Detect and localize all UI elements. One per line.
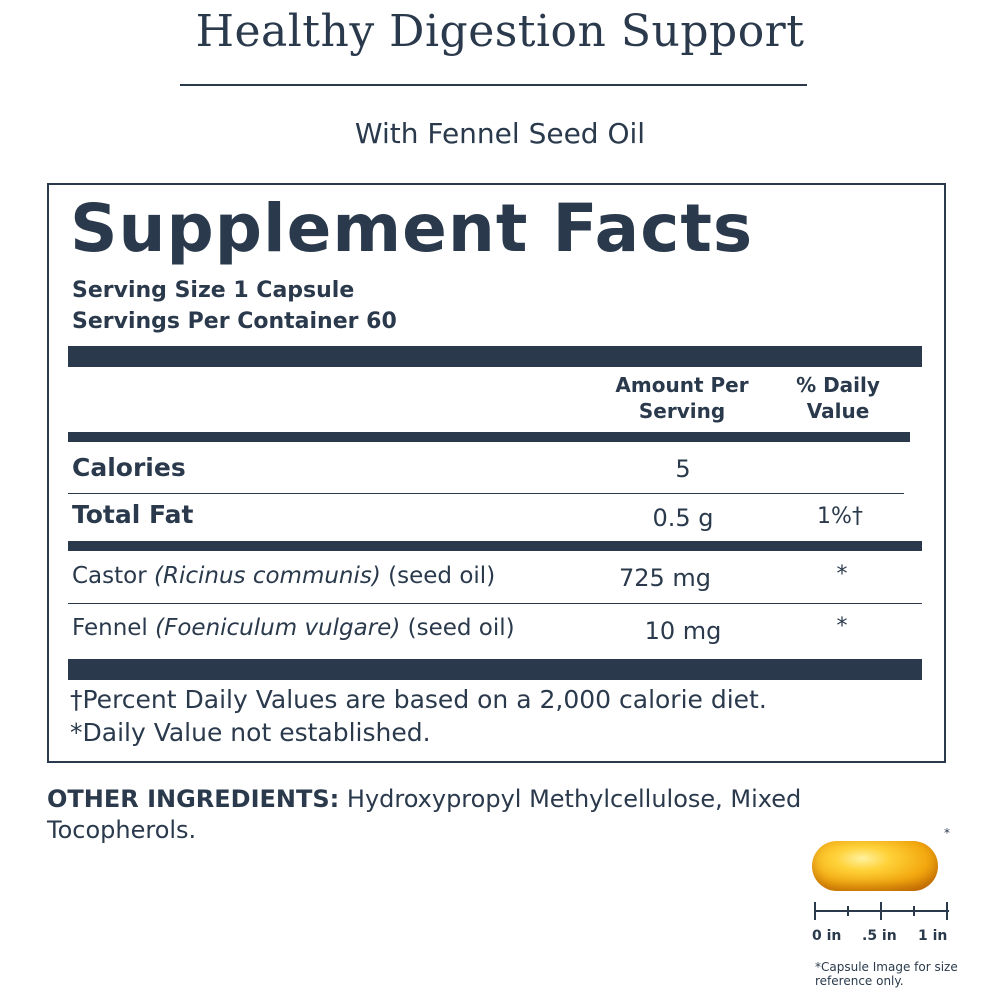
column-header-dv-line1: % Daily [796, 373, 880, 397]
thick-divider-top [68, 346, 922, 367]
capsule-image [812, 841, 938, 891]
row-divider-2 [68, 603, 922, 604]
castor-suffix: (seed oil) [388, 563, 496, 589]
ruler-label-half: .5 in [862, 928, 897, 944]
row-label-fennel: Fennel (Foeniculum vulgare) (seed oil) [72, 615, 515, 641]
capsule-asterisk: * [944, 826, 950, 840]
ruler-tick-0 [814, 902, 816, 920]
ruler-tick-half [880, 902, 882, 920]
footnote-daily-value-not-established: *Daily Value not established. [70, 718, 431, 747]
row-amount-total-fat: 0.5 g [652, 504, 714, 532]
row-amount-castor: 725 mg [618, 564, 712, 592]
servings-per-container: Servings Per Container 60 [72, 309, 397, 334]
row-dv-fennel: * [836, 614, 848, 639]
row-dv-total-fat: 1%† [817, 504, 863, 529]
column-header-amount: Amount Per Serving [592, 372, 772, 424]
column-header-dv-line2: Value [806, 399, 870, 423]
capsule-caption: *Capsule Image for size reference only. [815, 960, 958, 988]
other-ingredients-text: Hydroxypropyl Methylcellulose, Mixed Toc… [47, 785, 802, 844]
ruler-tick-1 [946, 902, 948, 920]
row-amount-fennel: 10 mg [644, 617, 722, 645]
supplement-facts-title: Supplement Facts [70, 190, 754, 267]
ruler-label-1: 1 in [918, 928, 948, 944]
castor-latin-name: (Ricinus communis) [154, 563, 381, 589]
row-label-castor: Castor (Ricinus communis) (seed oil) [72, 563, 495, 589]
castor-name: Castor [72, 563, 147, 589]
serving-size: Serving Size 1 Capsule [72, 278, 355, 303]
row-amount-calories: 5 [675, 455, 691, 483]
row-divider [68, 493, 904, 494]
page-subtitle: With Fennel Seed Oil [354, 117, 646, 150]
medium-divider-2 [68, 541, 922, 551]
page-title: Healthy Digestion Support [195, 6, 805, 57]
row-dv-castor: * [836, 562, 848, 587]
column-header-amount-line1: Amount Per [615, 373, 749, 397]
other-ingredients: OTHER INGREDIENTS: Hydroxypropyl Methylc… [47, 784, 927, 846]
column-header-daily-value: % Daily Value [778, 372, 898, 424]
title-divider [180, 84, 807, 86]
ruler-tick-three-quarter [913, 906, 915, 916]
ruler-label-0: 0 in [812, 928, 842, 944]
footnote-percent-daily-values: †Percent Daily Values are based on a 2,0… [70, 685, 767, 714]
medium-divider [68, 432, 910, 442]
thick-divider-bottom [68, 659, 922, 680]
fennel-latin-name: (Foeniculum vulgare) [155, 615, 401, 641]
fennel-suffix: (seed oil) [407, 615, 515, 641]
fennel-name: Fennel [72, 615, 148, 641]
row-label-total-fat: Total Fat [72, 500, 194, 529]
row-label-calories: Calories [72, 453, 186, 482]
column-header-amount-line2: Serving [638, 399, 726, 423]
supplement-facts-panel [47, 183, 946, 763]
other-ingredients-label: OTHER INGREDIENTS: [47, 785, 340, 813]
ruler-tick-quarter [847, 906, 849, 916]
